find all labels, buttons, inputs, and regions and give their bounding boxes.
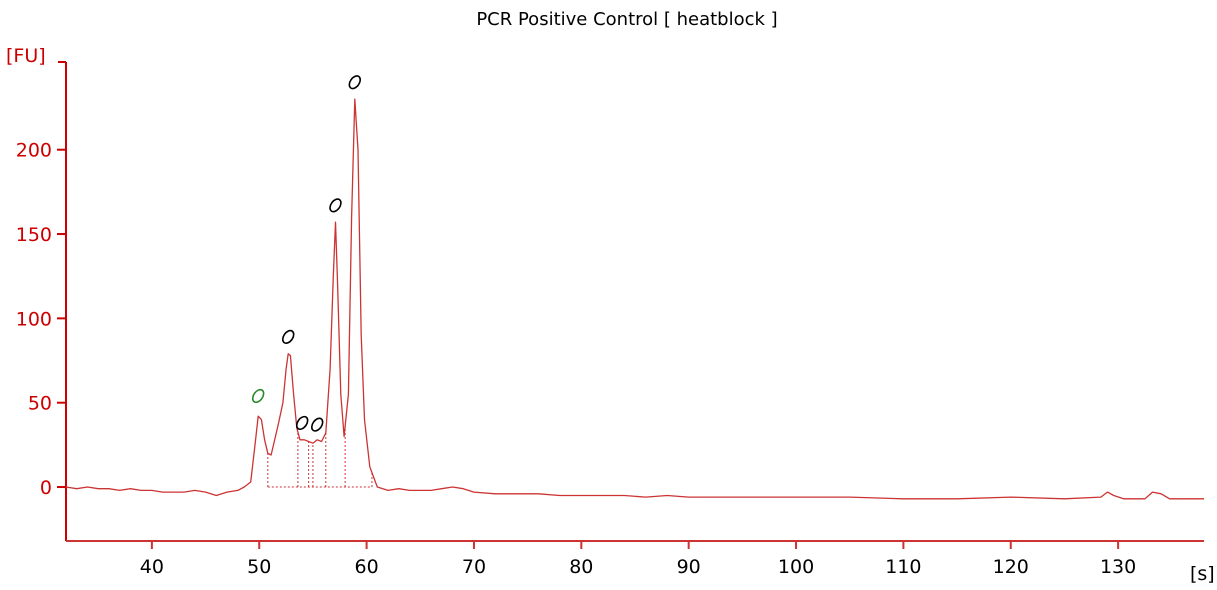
y-tick-label: 100 <box>16 308 52 330</box>
x-axis-unit-label: [s] <box>1190 563 1215 585</box>
y-tick-label: 200 <box>16 140 52 162</box>
axes <box>58 61 1204 542</box>
x-tick-label: 80 <box>569 556 593 578</box>
baseline-drop-lines <box>267 425 373 488</box>
x-axis-ticks: 40 50 60 70 80 90 100 110 120 130 <box>140 541 1136 578</box>
x-tick-label: 40 <box>140 556 164 578</box>
chart-title: PCR Positive Control [ heatblock ] <box>476 9 777 30</box>
y-axis-unit-label: [FU] <box>6 45 46 67</box>
x-tick-label: 90 <box>677 556 701 578</box>
peak-markers <box>251 75 362 432</box>
y-tick-label: 50 <box>28 393 52 415</box>
y-tick-label: 0 <box>40 477 52 499</box>
peak-marker <box>295 415 309 431</box>
x-tick-label: 100 <box>778 556 814 578</box>
x-tick-label: 50 <box>247 556 271 578</box>
peak-marker <box>329 198 342 213</box>
x-tick-label: 60 <box>355 556 379 578</box>
x-tick-label: 120 <box>993 556 1029 578</box>
x-tick-label: 110 <box>885 556 921 578</box>
peak-marker <box>348 75 362 90</box>
peak-marker <box>310 417 324 432</box>
trace-layer <box>65 98 1204 500</box>
peak-marker <box>281 329 295 345</box>
x-tick-label: 130 <box>1100 556 1136 578</box>
trace-line <box>65 98 1204 500</box>
x-tick-label: 70 <box>462 556 486 578</box>
y-axis-ticks: 0 50 100 150 200 <box>16 140 66 499</box>
peak-marker <box>251 388 265 404</box>
y-tick-label: 150 <box>16 224 52 246</box>
